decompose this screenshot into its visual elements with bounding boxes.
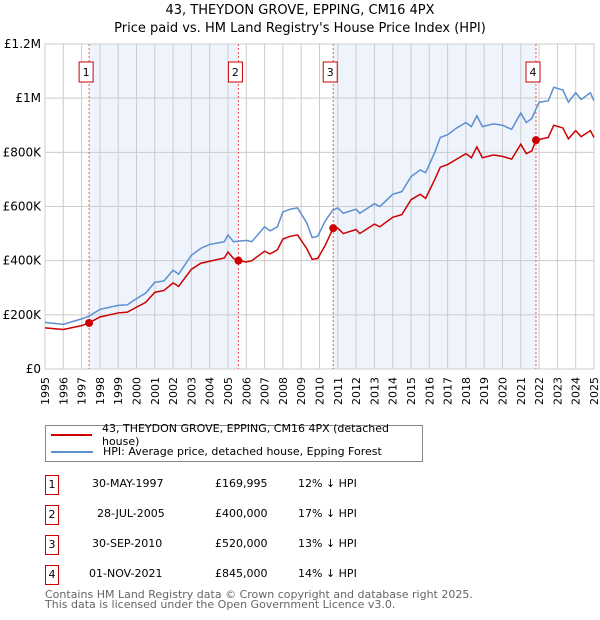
x-tick-label: 2020 <box>497 377 510 405</box>
sale-point <box>234 256 243 265</box>
x-tick-label: 1995 <box>39 377 52 405</box>
x-tick-label: 2010 <box>314 377 327 405</box>
sale-marker-box <box>78 61 94 83</box>
x-tick-label: 1997 <box>76 377 89 405</box>
sale-point <box>329 224 338 233</box>
sale-hpi-diff: 17% ↓ HPI <box>298 507 357 520</box>
plot-border <box>44 43 595 370</box>
sale-point <box>85 318 94 327</box>
legend: 43, THEYDON GROVE, EPPING, CM16 4PX (det… <box>45 421 423 462</box>
x-tick-label: 2022 <box>533 377 546 405</box>
sale-price: £169,995 <box>215 477 268 490</box>
x-tick-label: 2011 <box>332 377 345 405</box>
sale-price: £845,000 <box>215 567 268 580</box>
x-tick-label: 1998 <box>94 377 107 405</box>
x-tick-label: 2025 <box>588 377 600 405</box>
x-tick-label: 2007 <box>259 377 272 405</box>
x-tick-label: 2023 <box>551 377 564 405</box>
sale-number: 4 <box>45 565 59 585</box>
x-tick-label: 2004 <box>204 377 217 405</box>
sale-marker-label: 4 <box>529 66 536 79</box>
series-line-property <box>44 124 595 331</box>
sale-row: 2 28-JUL-2005 £400,000 17% ↓ HPI <box>45 505 445 525</box>
footer-line-1: Contains HM Land Registry data © Crown c… <box>45 588 473 601</box>
x-tick-label: 2014 <box>387 377 400 405</box>
sale-date: 30-MAY-1997 <box>92 477 164 490</box>
x-tick-label: 2012 <box>350 377 363 405</box>
x-tick-label: 2013 <box>368 377 381 405</box>
price-chart: 1995 1996 1997 1998 1999 2000 2001 2002 2003 2004… <box>3 37 600 405</box>
footer-line-2: This data is licensed under the Open Gov… <box>45 598 396 611</box>
x-tick-label: 2021 <box>515 377 528 405</box>
subtitle-text: Price paid vs. HM Land Registry's House … <box>114 21 486 36</box>
sale-hpi-diff: 12% ↓ HPI <box>298 477 357 490</box>
sale-number: 1 <box>45 475 59 495</box>
y-tick-label: £0 <box>26 362 41 376</box>
x-tick-label: 2000 <box>131 377 144 405</box>
sale-marker-label: 1 <box>83 66 90 79</box>
sale-row: 3 30-SEP-2010 £520,000 13% ↓ HPI <box>45 535 445 555</box>
x-tick-label: 2018 <box>460 377 473 405</box>
x-tick-label: 2017 <box>442 377 455 405</box>
sale-number: 3 <box>45 535 59 555</box>
sale-hpi-diff: 14% ↓ HPI <box>298 567 357 580</box>
legend-label-property: 43, THEYDON GROVE, EPPING, CM16 4PX (det… <box>101 421 389 448</box>
y-tick-label: £600K <box>3 200 43 214</box>
title-text: 43, THEYDON GROVE, EPPING, CM16 4PX <box>165 3 435 18</box>
sale-row: 4 01-NOV-2021 £845,000 14% ↓ HPI <box>45 565 445 585</box>
x-tick-label: 2019 <box>478 377 491 405</box>
x-tick-label: 2008 <box>277 377 290 405</box>
y-tick-label: £1M <box>15 91 41 105</box>
sale-price: £520,000 <box>215 537 268 550</box>
sale-marker-label: 3 <box>327 66 334 79</box>
sale-price: £400,000 <box>215 507 268 520</box>
sale-row: 1 30-MAY-1997 £169,995 12% ↓ HPI <box>45 475 445 495</box>
x-tick-label: 2003 <box>185 377 198 405</box>
x-tick-label: 2015 <box>405 377 418 405</box>
sale-marker-box <box>322 61 338 83</box>
x-tick-label: 1996 <box>57 377 70 405</box>
y-tick-label: £400K <box>3 254 43 268</box>
legend-label-hpi: HPI: Average price, detached house, Eppi… <box>103 445 382 458</box>
x-tick-label: 2002 <box>167 377 180 405</box>
x-tick-label: 2009 <box>295 377 308 405</box>
sale-number: 2 <box>45 505 59 525</box>
sale-date: 28-JUL-2005 <box>97 507 165 520</box>
series-line-hpi <box>44 86 595 326</box>
legend-swatch-hpi <box>51 450 93 453</box>
sale-date: 01-NOV-2021 <box>89 567 163 580</box>
x-tick-label: 2006 <box>240 377 253 405</box>
footer: Contains HM Land Registry data © Crown c… <box>45 588 473 611</box>
x-tick-label: 2016 <box>423 377 436 405</box>
sale-marker-box <box>227 61 243 83</box>
legend-swatch-property <box>51 433 92 436</box>
x-tick-label: 2005 <box>222 377 235 405</box>
x-tick-label: 2024 <box>570 377 583 405</box>
y-tick-label: £200K <box>3 308 43 322</box>
y-tick-label: £1.2M <box>4 37 41 51</box>
sale-point <box>531 136 540 145</box>
sale-date: 30-SEP-2010 <box>92 537 163 550</box>
chart-title: 43, THEYDON GROVE, EPPING, CM16 4PX Price… <box>0 2 600 38</box>
x-tick-label: 1999 <box>112 377 125 405</box>
sale-marker-label: 2 <box>232 66 239 79</box>
y-tick-label: £800K <box>3 145 43 159</box>
sale-marker-box <box>525 61 541 83</box>
sale-hpi-diff: 13% ↓ HPI <box>298 537 357 550</box>
x-tick-label: 2001 <box>149 377 162 405</box>
